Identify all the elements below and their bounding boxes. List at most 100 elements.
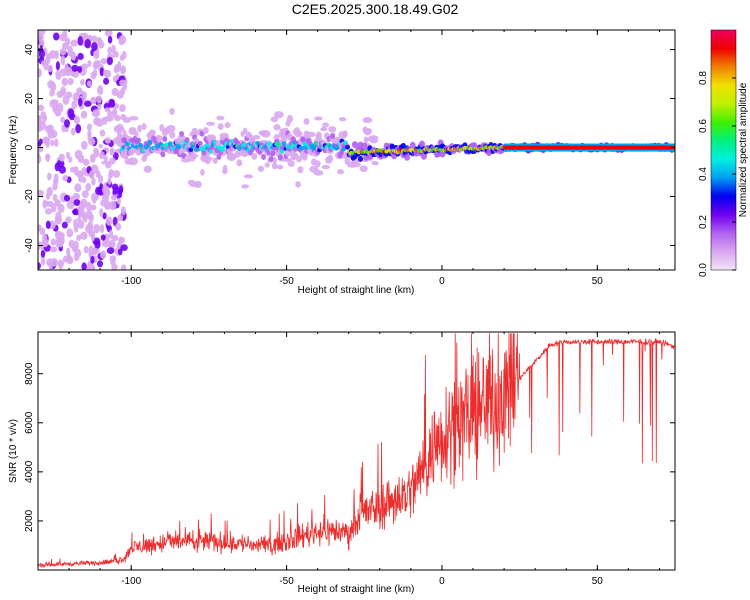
spectrogram-cell — [102, 193, 110, 203]
spectrogram-cell — [68, 156, 73, 163]
spectrogram-cell — [242, 127, 248, 135]
spectrogram-cell — [113, 169, 121, 178]
spectrogram-cell — [224, 122, 231, 128]
spectrogram-cell — [369, 135, 375, 141]
spectrogram-cell — [96, 95, 102, 104]
spectrogram-cell — [264, 162, 270, 168]
colorbar-tick-label: 0.6 — [698, 119, 709, 133]
colorbar-tick-label: 0.4 — [698, 167, 709, 181]
spectrogram-cell — [117, 248, 123, 256]
spectrogram-cell — [77, 65, 83, 74]
spectrogram-cell — [38, 154, 42, 164]
spectrogram-ytick-label: -40 — [24, 238, 35, 253]
spectrogram-xtick-label: -100 — [121, 276, 141, 287]
spectrogram-cell — [114, 114, 121, 122]
spectrogram-cell — [81, 176, 87, 184]
spectrogram-cell — [106, 56, 113, 66]
spectrogram-xtick-label: -50 — [279, 276, 294, 287]
spectrogram-cell — [100, 250, 107, 259]
spectrogram-cell — [56, 159, 65, 168]
spectrogram-cell — [90, 255, 95, 264]
spectrogram-cell — [57, 102, 64, 113]
spectrogram-cell — [42, 237, 49, 248]
spectrogram-cell — [320, 127, 328, 132]
spectrogram-cell — [242, 142, 248, 147]
spectrogram-cell — [116, 90, 124, 99]
snr-xtick-label: -50 — [279, 576, 294, 587]
spectrogram-cell — [128, 115, 139, 121]
spectrogram-cell — [297, 166, 304, 174]
spectrogram-xtick-label: 50 — [592, 276, 604, 287]
spectrogram-cell — [99, 151, 105, 160]
spectrogram-cell — [273, 111, 284, 119]
spectrogram-cell — [91, 110, 99, 117]
spectrogram-cell — [315, 131, 322, 140]
snr-xtick-label: 50 — [592, 576, 604, 587]
spectrogram-cell — [120, 264, 127, 270]
spectrogram-cell — [44, 137, 51, 144]
spectrogram-cell — [99, 67, 105, 77]
spectrogram-cell — [74, 183, 82, 193]
spectrogram-cell — [76, 234, 82, 241]
spectrogram-cell — [119, 54, 125, 61]
spectrogram-cell — [180, 152, 186, 159]
spectrogram-cell — [91, 177, 96, 186]
spectrogram-cell — [38, 68, 42, 78]
spectrogram-cell — [236, 159, 243, 167]
spectrogram-cell — [120, 65, 127, 75]
spectrogram-cell — [38, 224, 42, 232]
spectrogram-cell — [314, 160, 321, 168]
spectrogram-cell — [160, 151, 166, 158]
spectrogram-ytick-label: 20 — [24, 93, 35, 105]
spectrogram-cell — [60, 116, 66, 124]
spectrogram-cell — [62, 30, 68, 40]
spectrogram-cell — [167, 141, 173, 146]
spectrogram-cell — [63, 194, 71, 202]
spectrogram-cell — [204, 157, 211, 165]
spectrogram-cell — [108, 100, 116, 108]
spectrogram-cell — [71, 100, 78, 110]
spectrogram-cell — [261, 153, 267, 160]
spectrogram-cell — [156, 134, 163, 142]
spectrogram-cell — [191, 127, 198, 135]
spectrogram-cell — [109, 150, 115, 156]
spectrogram-cell — [108, 200, 117, 211]
colorbar-tick-label: 0.0 — [698, 263, 709, 277]
spectrogram-cell — [216, 115, 225, 121]
spectrogram-cell — [104, 107, 110, 112]
spectrogram-cell — [110, 194, 118, 201]
spectrogram-cell — [58, 153, 65, 162]
spectrogram-cell — [220, 147, 225, 153]
spectrogram-cell — [66, 228, 74, 238]
spectrogram-cell — [92, 61, 99, 70]
spectrogram-cell — [87, 60, 92, 68]
spectrogram-cell — [45, 153, 50, 163]
spectrogram-cell — [65, 91, 73, 99]
spectrogram-cell — [65, 216, 72, 224]
spectrogram-cell — [47, 64, 53, 73]
spectrogram-cell — [79, 201, 86, 212]
spectrogram-cell — [358, 155, 364, 162]
spectrogram-cell — [98, 143, 103, 149]
spectrogram-cell — [52, 193, 58, 202]
spectrogram-cell — [66, 247, 71, 256]
snr-chart: -100 -50 0 50 2000 4000 6000 8000 Height of st… — [8, 331, 676, 595]
spectrogram-cell — [40, 257, 46, 266]
spectrogram-cell — [60, 55, 66, 66]
spectrogram-cell — [321, 164, 331, 170]
spectrogram-cell — [107, 46, 112, 55]
spectrogram-cell — [118, 185, 124, 194]
spectrogram-cell — [90, 71, 97, 80]
spectrogram-cell — [107, 35, 113, 44]
spectrogram-cell — [98, 174, 104, 184]
spectrogram-cell — [409, 141, 416, 149]
spectrogram-tone-line — [504, 145, 675, 150]
spectrogram-cell — [49, 89, 55, 97]
snr-ytick-label: 2000 — [24, 509, 35, 532]
spectrogram-cell — [70, 127, 76, 136]
spectrogram-cell — [66, 200, 75, 210]
spectrogram-cell — [100, 234, 106, 241]
spectrogram-cell — [97, 260, 103, 268]
spectrogram-cell — [180, 158, 191, 163]
spectrogram-cell — [344, 157, 351, 165]
